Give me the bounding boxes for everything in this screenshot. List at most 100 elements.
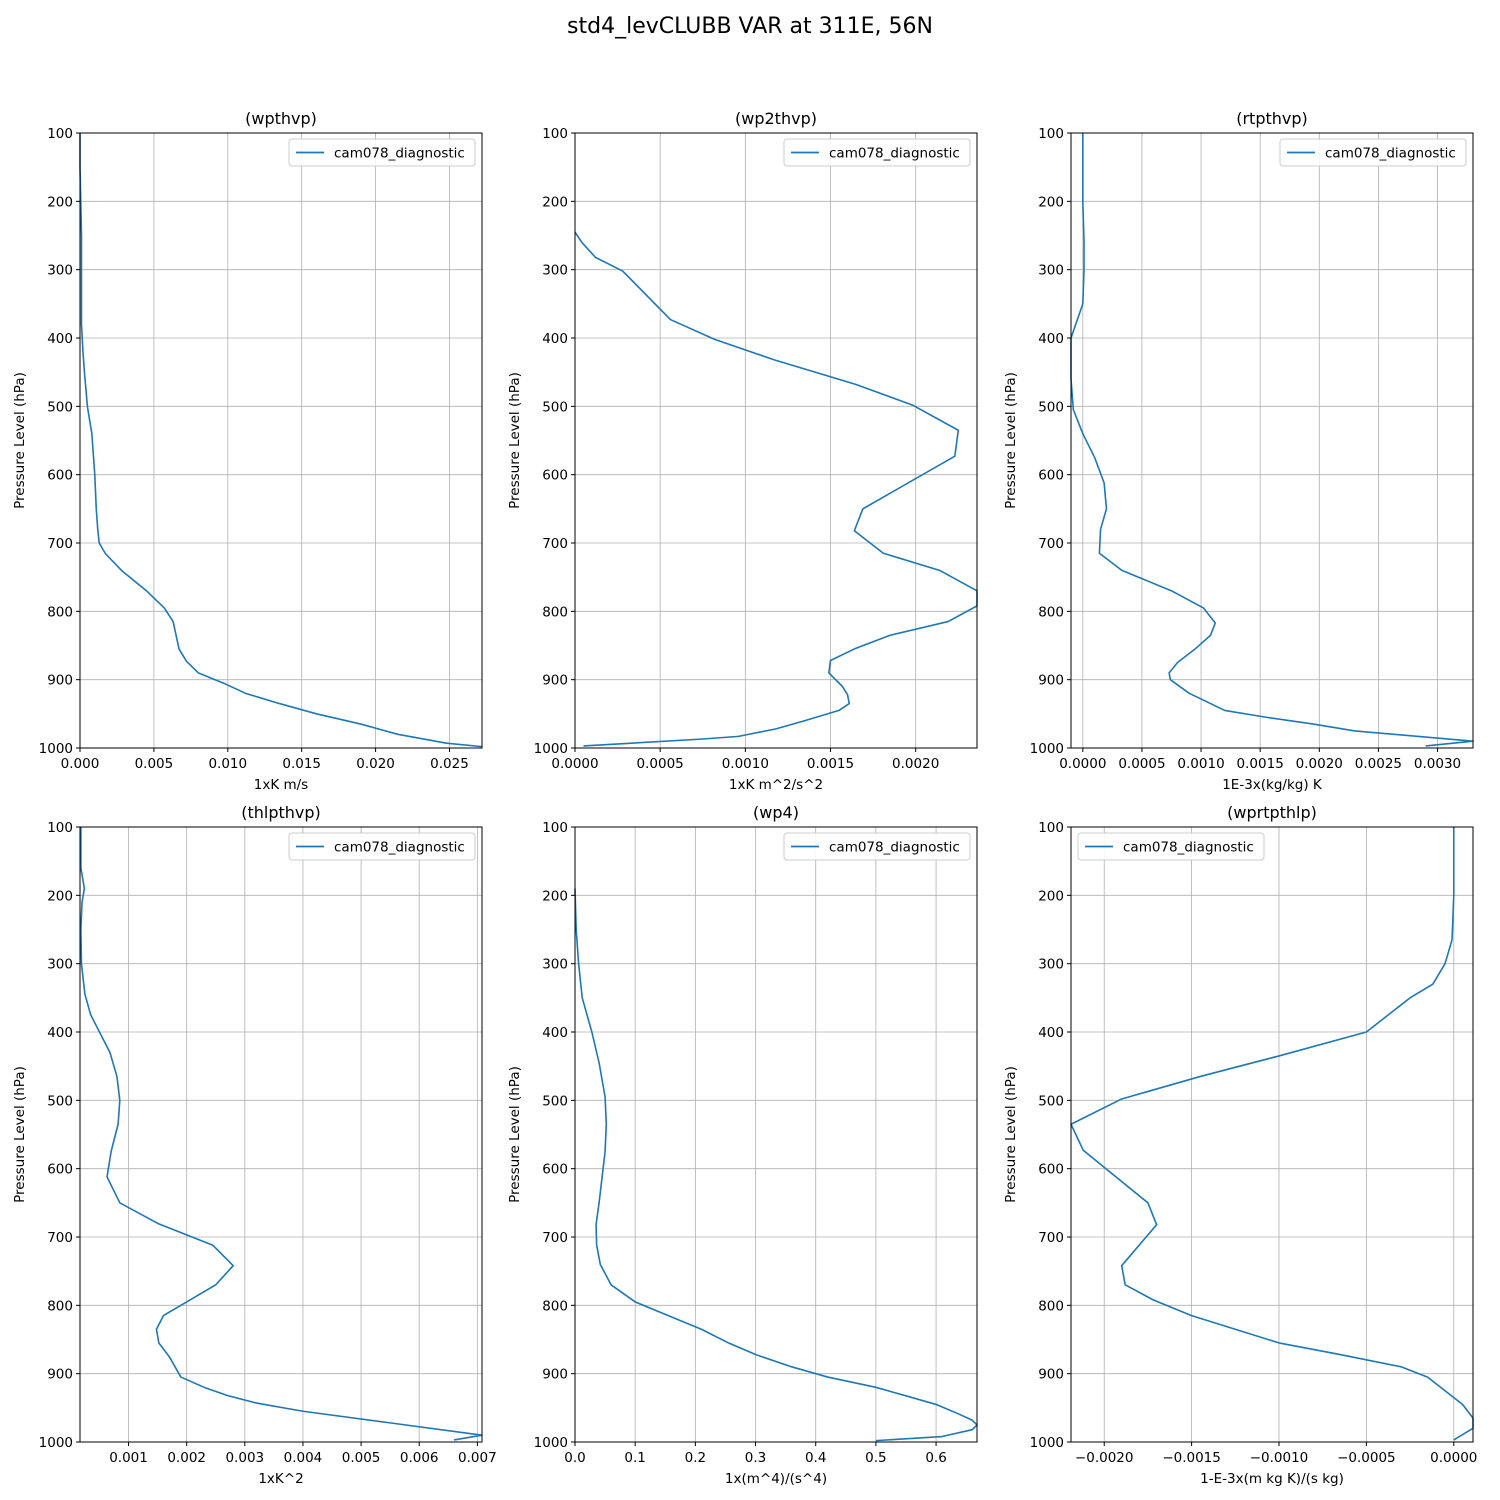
y-tick-label: 400 bbox=[542, 1025, 568, 1041]
y-tick-label: 500 bbox=[1038, 1093, 1064, 1109]
x-tick-label: −0.0015 bbox=[1162, 1450, 1221, 1466]
x-tick-label: 0.0000 bbox=[1059, 756, 1106, 772]
y-tick-label: 900 bbox=[1038, 673, 1064, 689]
legend: cam078_diagnostic bbox=[1077, 832, 1265, 861]
x-tick-label: −0.0005 bbox=[1337, 1450, 1396, 1466]
y-tick-label: 100 bbox=[1038, 820, 1064, 836]
legend: cam078_diagnostic bbox=[1279, 138, 1467, 167]
y-tick-label: 100 bbox=[542, 126, 568, 142]
series-line bbox=[80, 827, 483, 1441]
y-tick-label: 900 bbox=[1038, 1367, 1064, 1383]
y-axis-label: Pressure Level (hPa) bbox=[507, 372, 523, 509]
x-tick-label: 0.0010 bbox=[722, 756, 769, 772]
legend-box bbox=[1279, 138, 1467, 167]
y-tick-label: 1000 bbox=[534, 1435, 568, 1451]
x-axis-label: 1xK^2 bbox=[258, 1471, 303, 1487]
plot-frame bbox=[79, 826, 483, 1443]
figure-title: std4_levCLUBB VAR at 311E, 56N bbox=[567, 14, 933, 39]
y-tick-label: 800 bbox=[542, 604, 568, 620]
subplot-4: 0.001 0.002 0.003 0.004 0.005 0.006 0.007 100 20… bbox=[12, 803, 497, 1487]
legend-label: cam078_diagnostic bbox=[1123, 840, 1254, 856]
x-tick-label: 0.0020 bbox=[892, 756, 939, 772]
y-axis-label: Pressure Level (hPa) bbox=[507, 1066, 523, 1203]
y-tick-label: 400 bbox=[542, 331, 568, 347]
x-tick-label: 0.0000 bbox=[1430, 1450, 1477, 1466]
y-tick-label: 900 bbox=[542, 673, 568, 689]
x-axis-label: 1xK m/s bbox=[254, 777, 308, 793]
y-tick-label: 900 bbox=[542, 1367, 568, 1383]
y-tick-label: 800 bbox=[1038, 1298, 1064, 1314]
plot-frame bbox=[574, 826, 978, 1443]
y-tick-label: 600 bbox=[542, 1162, 568, 1178]
series-line bbox=[1070, 133, 1474, 747]
subplot-5: 0.0 0.1 0.2 0.3 0.4 0.5 0.6 100 200 300 400 500 600 7… bbox=[507, 803, 978, 1487]
legend: cam078_diagnostic bbox=[783, 138, 971, 167]
subplot-title: (rtpthvp) bbox=[1236, 109, 1308, 128]
y-tick-label: 400 bbox=[47, 1025, 73, 1041]
subplot-3: 0.0000 0.0005 0.0010 0.0015 0.0020 0.0025 0.00… bbox=[1003, 109, 1474, 793]
x-tick-label: 0.2 bbox=[685, 1450, 706, 1466]
x-tick-label: −0.0010 bbox=[1250, 1450, 1309, 1466]
x-tick-label: −0.0020 bbox=[1075, 1450, 1134, 1466]
y-tick-label: 800 bbox=[47, 604, 73, 620]
y-tick-label: 700 bbox=[47, 1230, 73, 1246]
legend-box bbox=[288, 138, 476, 167]
plot-frame bbox=[1070, 132, 1474, 749]
y-tick-label: 600 bbox=[47, 468, 73, 484]
legend: cam078_diagnostic bbox=[288, 832, 476, 861]
x-axis-label: 1x(m^4)/(s^4) bbox=[725, 1471, 827, 1487]
y-axis-label: Pressure Level (hPa) bbox=[1003, 1066, 1019, 1203]
x-tick-label: 0.015 bbox=[282, 756, 321, 772]
x-tick-label: 0.000 bbox=[61, 756, 100, 772]
series-line bbox=[79, 133, 483, 748]
legend-label: cam078_diagnostic bbox=[829, 840, 960, 856]
subplot-6: −0.0020 −0.0015 −0.0010 −0.0005 0.0000 100 200… bbox=[1003, 803, 1477, 1487]
y-tick-label: 100 bbox=[47, 820, 73, 836]
x-tick-label: 0.0005 bbox=[637, 756, 684, 772]
legend-label: cam078_diagnostic bbox=[334, 146, 465, 162]
x-tick-label: 0.006 bbox=[400, 1450, 439, 1466]
legend-box bbox=[783, 138, 971, 167]
series-line bbox=[1070, 827, 1474, 1441]
y-tick-label: 800 bbox=[542, 1298, 568, 1314]
subplot-title: (wpthvp) bbox=[245, 109, 317, 128]
y-tick-label: 800 bbox=[1038, 604, 1064, 620]
subplot-title: (wprtpthlp) bbox=[1227, 803, 1317, 822]
y-tick-label: 200 bbox=[1038, 888, 1064, 904]
x-tick-label: 0.3 bbox=[745, 1450, 766, 1466]
y-tick-label: 1000 bbox=[534, 741, 568, 757]
x-axis-label: 1E-3x(kg/kg) K bbox=[1222, 777, 1323, 793]
y-tick-label: 300 bbox=[47, 957, 73, 973]
y-axis-label: Pressure Level (hPa) bbox=[12, 372, 28, 509]
subplot-2: 0.0000 0.0005 0.0010 0.0015 0.0020 100 200 300 4… bbox=[507, 109, 978, 793]
y-tick-label: 800 bbox=[47, 1298, 73, 1314]
x-tick-label: 0.1 bbox=[624, 1450, 645, 1466]
y-tick-label: 100 bbox=[47, 126, 73, 142]
y-tick-label: 700 bbox=[542, 536, 568, 552]
y-axis-label: Pressure Level (hPa) bbox=[12, 1066, 28, 1203]
y-tick-label: 500 bbox=[47, 1093, 73, 1109]
legend: cam078_diagnostic bbox=[288, 138, 476, 167]
x-tick-label: 0.0005 bbox=[1118, 756, 1165, 772]
y-tick-label: 200 bbox=[47, 194, 73, 210]
subplot-1: 0.000 0.005 0.010 0.015 0.020 0.025 100 200 300 4… bbox=[12, 109, 483, 793]
plot-frame bbox=[574, 132, 978, 749]
y-tick-label: 700 bbox=[1038, 536, 1064, 552]
plot-frame bbox=[79, 132, 483, 749]
y-tick-label: 200 bbox=[542, 194, 568, 210]
legend-box bbox=[1077, 832, 1265, 861]
y-tick-label: 700 bbox=[47, 536, 73, 552]
y-tick-label: 900 bbox=[47, 673, 73, 689]
y-tick-label: 300 bbox=[47, 263, 73, 279]
legend-label: cam078_diagnostic bbox=[829, 146, 960, 162]
y-tick-label: 200 bbox=[1038, 194, 1064, 210]
x-tick-label: 0.0030 bbox=[1414, 756, 1461, 772]
subplot-title: (thlpthvp) bbox=[241, 803, 321, 822]
plot-frame bbox=[1070, 826, 1474, 1443]
y-tick-label: 100 bbox=[542, 820, 568, 836]
y-tick-label: 100 bbox=[1038, 126, 1064, 142]
x-tick-label: 0.005 bbox=[342, 1450, 381, 1466]
y-tick-label: 700 bbox=[542, 1230, 568, 1246]
y-tick-label: 300 bbox=[542, 263, 568, 279]
